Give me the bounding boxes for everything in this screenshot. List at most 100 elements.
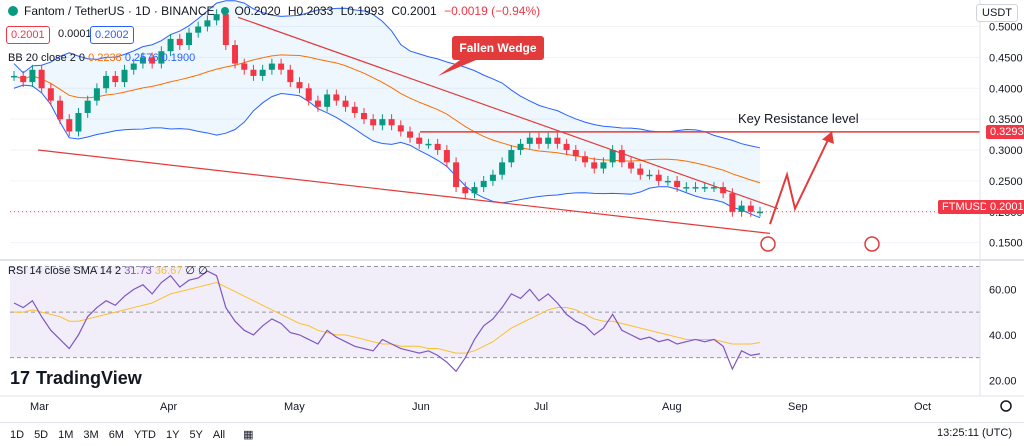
timeframe-3m[interactable]: 3M [83, 428, 99, 441]
brand-text: TradingView [36, 368, 142, 388]
candle-body [545, 137, 552, 144]
tradingview-logo-icon: 17 [10, 368, 31, 388]
bb-upper-line [13, 0, 761, 149]
arrow-head-icon [822, 131, 834, 144]
candle-body [11, 75, 17, 78]
candle-body [158, 51, 165, 64]
bb-upper: 0.2576 [124, 52, 159, 64]
symbol-header: Fantom / TetherUS · 1D · BINANCE O0.2020… [8, 4, 544, 18]
candle-body [112, 75, 119, 83]
rsi-ma-line [14, 281, 761, 354]
bb-basis-line [13, 54, 761, 184]
candle-body [351, 106, 358, 113]
market-open-icon [220, 7, 229, 15]
rsi-extra-2: ∅ [198, 265, 208, 277]
buy-price-button[interactable]: 0.2002 [90, 26, 134, 44]
rsi-tick-label: 20.00 [989, 375, 1017, 387]
x-tick-label: Oct [914, 401, 931, 413]
timeframe-1m[interactable]: 1M [58, 428, 74, 441]
candle-body [324, 94, 331, 107]
candle-body [305, 88, 312, 101]
bb-lower-line [13, 84, 761, 219]
candle-body [342, 100, 349, 107]
timeframe-all[interactable]: All [212, 428, 226, 441]
candle-body [388, 119, 395, 126]
rsi-tick-label: 60.00 [989, 284, 1017, 296]
candle-body [360, 112, 367, 120]
currency-button[interactable]: USDT [976, 4, 1018, 22]
price-tick-label: 0.5000 [989, 22, 1023, 34]
last-price-tag: 0.2001 [986, 200, 1024, 214]
x-tick-label: May [284, 401, 305, 413]
candle-body [572, 150, 579, 157]
bb-label: BB 20 close 2 0 [8, 52, 86, 64]
candle-body [710, 187, 717, 189]
economic-event-icon [864, 236, 880, 252]
candle-body [296, 82, 303, 89]
projection-arrow [769, 131, 833, 225]
x-tick-label: Jul [534, 401, 548, 413]
ohlc-values: O0.2020 H0.2033 L0.1993 C0.2001 −0.0019 … [235, 4, 545, 18]
bb-fill [14, 0, 760, 218]
wedge-lower-line [37, 149, 771, 234]
timeframe-5y[interactable]: 5Y [189, 428, 203, 441]
sell-price-button[interactable]: 0.2001 [6, 26, 50, 44]
bb-legend[interactable]: BB 20 close 2 0 0.2238 0.2576 0.1900 [8, 52, 195, 64]
economic-event-icon [760, 236, 776, 252]
rsi-legend[interactable]: RSI 14 close SMA 14 2 31.73 36.67 ∅ ∅ [8, 264, 208, 277]
price-tick-label: 0.1500 [989, 238, 1023, 250]
date-range-icon[interactable]: ▦ [243, 429, 254, 441]
candle-body [167, 38, 174, 52]
candle-body [333, 94, 340, 101]
candle-body [397, 125, 404, 132]
rsi-extra-1: ∅ [185, 265, 195, 277]
candle-body [38, 69, 45, 89]
change-value: −0.0019 (−0.94%) [444, 4, 541, 18]
candle-body [480, 180, 487, 188]
price-tick-label: 0.3500 [989, 114, 1023, 126]
candle-body [738, 205, 745, 212]
clock[interactable]: 13:25:11 (UTC) [937, 427, 1012, 439]
candle-body [664, 180, 671, 183]
candle-body [314, 100, 321, 107]
fallen-wedge-callout[interactable]: Fallen Wedge [452, 36, 544, 60]
candle-body [139, 57, 146, 64]
candle-body [195, 26, 202, 33]
key-resistance-label[interactable]: Key Resistance level [738, 111, 859, 126]
rsi-value: 31.73 [124, 265, 152, 277]
x-tick-label: Mar [30, 401, 49, 413]
candle-body [554, 137, 561, 144]
candle-body [379, 119, 386, 126]
candle-body [204, 20, 211, 27]
rsi-line [13, 270, 761, 373]
candle-body [499, 162, 506, 175]
timeframe-1y[interactable]: 1Y [165, 428, 180, 441]
candle-body [176, 38, 183, 46]
timeframe-5d[interactable]: 5D [34, 428, 49, 441]
candle-body [425, 143, 432, 146]
resistance-price-tag: 0.3293 [986, 125, 1024, 139]
timeframe-ytd[interactable]: YTD [133, 428, 156, 441]
candle-body [720, 187, 727, 194]
tradingview-logo[interactable]: 17 TradingView [10, 368, 142, 389]
candle-body [93, 88, 100, 101]
low-value: L0.1993 [340, 4, 384, 18]
price-tick-label: 0.4000 [989, 83, 1023, 95]
candle-body [278, 63, 285, 70]
symbol-tag: FTMUSDT [938, 200, 999, 214]
candle-body [563, 143, 570, 151]
candle-body [287, 69, 294, 83]
open-value: O0.2020 [234, 4, 281, 18]
settings-gear-icon[interactable] [1000, 400, 1012, 412]
timeframe-6m[interactable]: 6M [108, 428, 124, 441]
candle-body [526, 137, 533, 144]
candle-body [222, 14, 229, 46]
callout-pointer [438, 60, 476, 76]
candle-body [29, 69, 36, 83]
timeframe-1d[interactable]: 1D [10, 428, 25, 441]
rsi-tick-label: 40.00 [989, 330, 1017, 342]
candle-body [57, 100, 64, 120]
symbol-title[interactable]: Fantom / TetherUS · 1D · BINANCE [24, 4, 215, 18]
candle-body [683, 187, 690, 189]
